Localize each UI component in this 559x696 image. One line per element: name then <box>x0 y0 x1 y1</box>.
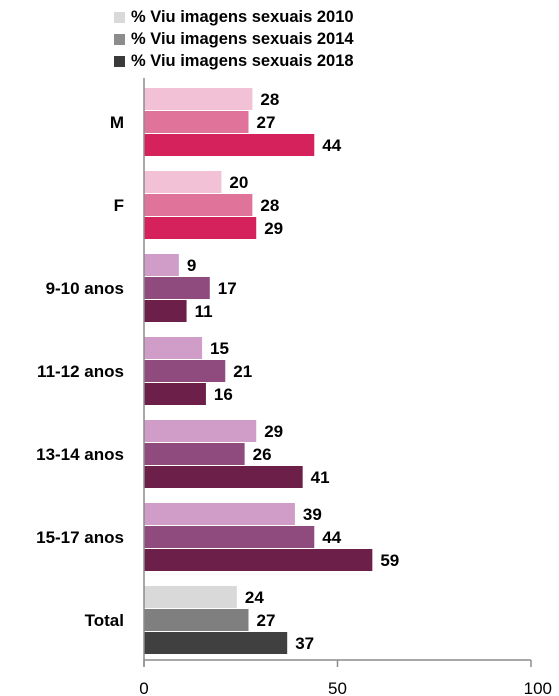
legend-swatch-2014 <box>114 33 125 45</box>
category-label-15-17-anos: 15-17 anos <box>36 528 124 547</box>
bar-total-1 <box>144 609 249 631</box>
bar-13-14-anos-0 <box>144 420 257 442</box>
legend-item-2014: % Viu imagens sexuais 2014 <box>114 28 354 50</box>
data-label-13-14-anos-2: 41 <box>311 468 330 487</box>
data-label-total-1: 27 <box>256 611 275 630</box>
bar-total-0 <box>144 586 237 608</box>
data-label-15-17-anos-0: 39 <box>303 505 322 524</box>
data-label-13-14-anos-1: 26 <box>253 445 272 464</box>
legend-item-2018: % Viu imagens sexuais 2018 <box>114 50 354 72</box>
x-tick-label-100: 100 <box>524 679 552 696</box>
bar-m-0 <box>144 88 253 110</box>
category-label-11-12-anos: 11-12 anos <box>37 362 124 381</box>
bar-9-10-anos-0 <box>144 254 179 276</box>
data-label-m-2: 44 <box>322 136 341 155</box>
bar-11-12-anos-0 <box>144 337 203 359</box>
legend-label-2018: % Viu imagens sexuais 2018 <box>131 51 354 70</box>
bar-m-1 <box>144 111 249 133</box>
data-label-9-10-anos-0: 9 <box>187 256 196 275</box>
data-label-11-12-anos-2: 16 <box>214 385 233 404</box>
data-label-total-2: 37 <box>295 634 314 653</box>
data-label-15-17-anos-1: 44 <box>322 528 341 547</box>
category-label-m: M <box>110 113 124 132</box>
x-tick-label-50: 50 <box>328 679 347 696</box>
bar-13-14-anos-2 <box>144 466 303 488</box>
data-label-15-17-anos-2: 59 <box>380 551 399 570</box>
bar-9-10-anos-2 <box>144 300 187 322</box>
data-label-9-10-anos-1: 17 <box>218 279 237 298</box>
data-label-m-1: 27 <box>256 113 275 132</box>
bar-m-2 <box>144 134 315 156</box>
bar-15-17-anos-0 <box>144 503 295 525</box>
category-label-total: Total <box>85 611 124 630</box>
data-label-11-12-anos-1: 21 <box>233 362 252 381</box>
bar-15-17-anos-1 <box>144 526 315 548</box>
bar-9-10-anos-1 <box>144 277 210 299</box>
data-label-13-14-anos-0: 29 <box>264 422 283 441</box>
category-label-f: F <box>114 196 124 215</box>
bar-f-2 <box>144 217 257 239</box>
bar-15-17-anos-2 <box>144 549 373 571</box>
data-label-f-1: 28 <box>260 196 279 215</box>
data-label-f-0: 20 <box>229 173 248 192</box>
category-label-13-14-anos: 13-14 anos <box>36 445 124 464</box>
legend-label-2010: % Viu imagens sexuais 2010 <box>131 7 354 26</box>
data-label-m-0: 28 <box>260 90 279 109</box>
data-label-9-10-anos-2: 11 <box>195 302 213 321</box>
data-label-11-12-anos-0: 15 <box>210 339 229 358</box>
category-label-9-10-anos: 9-10 anos <box>46 279 124 298</box>
bar-total-2 <box>144 632 288 654</box>
chart-legend: % Viu imagens sexuais 2010 % Viu imagens… <box>114 6 354 72</box>
legend-swatch-2018 <box>114 55 125 67</box>
bar-13-14-anos-1 <box>144 443 245 465</box>
bar-f-1 <box>144 194 253 216</box>
x-tick-label-0: 0 <box>139 679 148 696</box>
bar-f-0 <box>144 171 222 193</box>
legend-swatch-2010 <box>114 11 125 23</box>
data-label-f-2: 29 <box>264 219 283 238</box>
bar-11-12-anos-2 <box>144 383 206 405</box>
legend-item-2010: % Viu imagens sexuais 2010 <box>114 6 354 28</box>
data-label-total-0: 24 <box>245 588 264 607</box>
bar-11-12-anos-1 <box>144 360 226 382</box>
legend-label-2014: % Viu imagens sexuais 2014 <box>131 29 354 48</box>
